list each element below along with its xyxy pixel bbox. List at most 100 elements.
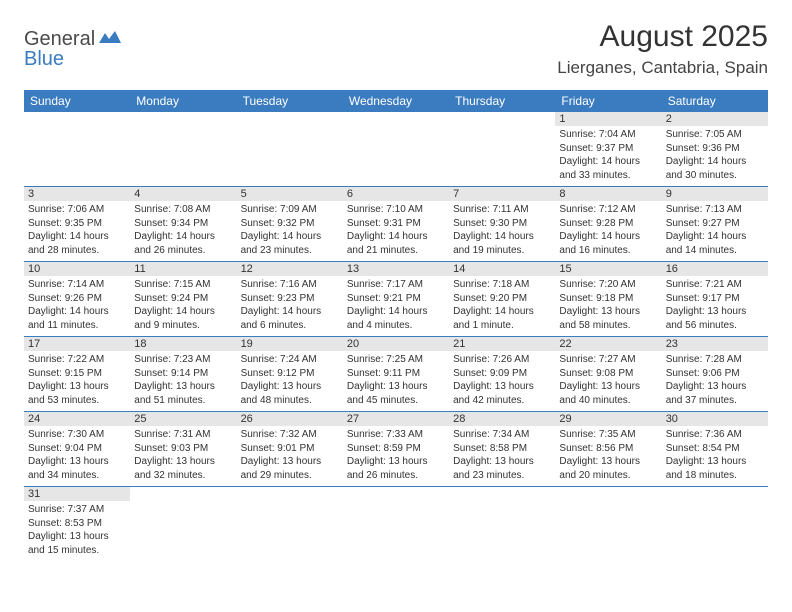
calendar-table: SundayMondayTuesdayWednesdayThursdayFrid… <box>24 90 768 561</box>
sunrise-text: Sunrise: 7:28 AM <box>666 353 764 367</box>
daylight-text: Daylight: 13 hours and 23 minutes. <box>453 455 551 482</box>
daylight-text: Daylight: 13 hours and 48 minutes. <box>241 380 339 407</box>
logo-flag-icon <box>99 29 121 50</box>
day-number: 28 <box>449 412 555 426</box>
sunset-text: Sunset: 9:04 PM <box>28 442 126 456</box>
sunset-text: Sunset: 9:37 PM <box>559 142 657 156</box>
weekday-header: Tuesday <box>237 90 343 112</box>
calendar-cell <box>449 487 555 562</box>
sunrise-text: Sunrise: 7:06 AM <box>28 203 126 217</box>
location-text: Lierganes, Cantabria, Spain <box>557 58 768 78</box>
day-number: 16 <box>662 262 768 276</box>
sunrise-text: Sunrise: 7:35 AM <box>559 428 657 442</box>
day-number: 19 <box>237 337 343 351</box>
day-number: 22 <box>555 337 661 351</box>
sunrise-text: Sunrise: 7:37 AM <box>28 503 126 517</box>
day-number: 27 <box>343 412 449 426</box>
sunrise-text: Sunrise: 7:27 AM <box>559 353 657 367</box>
logo: General <box>24 20 123 51</box>
daylight-text: Daylight: 14 hours and 9 minutes. <box>134 305 232 332</box>
day-number: 8 <box>555 187 661 201</box>
day-details: Sunrise: 7:27 AMSunset: 9:08 PMDaylight:… <box>559 353 657 407</box>
calendar-cell: 29 Sunrise: 7:35 AMSunset: 8:56 PMDayligh… <box>555 412 661 487</box>
day-details: Sunrise: 7:36 AMSunset: 8:54 PMDaylight:… <box>666 428 764 482</box>
sunrise-text: Sunrise: 7:32 AM <box>241 428 339 442</box>
day-details: Sunrise: 7:21 AMSunset: 9:17 PMDaylight:… <box>666 278 764 332</box>
calendar-cell <box>130 112 236 187</box>
sunrise-text: Sunrise: 7:20 AM <box>559 278 657 292</box>
day-details: Sunrise: 7:09 AMSunset: 9:32 PMDaylight:… <box>241 203 339 257</box>
sunrise-text: Sunrise: 7:23 AM <box>134 353 232 367</box>
day-number: 13 <box>343 262 449 276</box>
daylight-text: Daylight: 13 hours and 51 minutes. <box>134 380 232 407</box>
day-details: Sunrise: 7:23 AMSunset: 9:14 PMDaylight:… <box>134 353 232 407</box>
sunrise-text: Sunrise: 7:04 AM <box>559 128 657 142</box>
day-details: Sunrise: 7:24 AMSunset: 9:12 PMDaylight:… <box>241 353 339 407</box>
daylight-text: Daylight: 14 hours and 6 minutes. <box>241 305 339 332</box>
day-number: 9 <box>662 187 768 201</box>
day-details: Sunrise: 7:08 AMSunset: 9:34 PMDaylight:… <box>134 203 232 257</box>
day-details: Sunrise: 7:13 AMSunset: 9:27 PMDaylight:… <box>666 203 764 257</box>
calendar-cell <box>24 112 130 187</box>
month-title: August 2025 <box>557 20 768 54</box>
calendar-cell: 27Sunrise: 7:33 AMSunset: 8:59 PMDayligh… <box>343 412 449 487</box>
weekday-header: Friday <box>555 90 661 112</box>
calendar-cell <box>662 487 768 562</box>
sunrise-text: Sunrise: 7:14 AM <box>28 278 126 292</box>
sunset-text: Sunset: 9:08 PM <box>559 367 657 381</box>
sunrise-text: Sunrise: 7:05 AM <box>666 128 764 142</box>
day-number: 26 <box>237 412 343 426</box>
calendar-cell: 6Sunrise: 7:10 AMSunset: 9:31 PMDaylight… <box>343 187 449 262</box>
sunset-text: Sunset: 9:30 PM <box>453 217 551 231</box>
calendar-cell: 31Sunrise: 7:37 AMSunset: 8:53 PMDayligh… <box>24 487 130 562</box>
calendar-cell: 20Sunrise: 7:25 AMSunset: 9:11 PMDayligh… <box>343 337 449 412</box>
day-details: Sunrise: 7:04 AMSunset: 9:37 PMDaylight:… <box>559 128 657 182</box>
day-number: 12 <box>237 262 343 276</box>
sunrise-text: Sunrise: 7:24 AM <box>241 353 339 367</box>
day-details: Sunrise: 7:06 AMSunset: 9:35 PMDaylight:… <box>28 203 126 257</box>
day-number: 29 <box>555 412 661 426</box>
sunset-text: Sunset: 9:27 PM <box>666 217 764 231</box>
day-number: 18 <box>130 337 236 351</box>
day-number: 11 <box>130 262 236 276</box>
sunrise-text: Sunrise: 7:18 AM <box>453 278 551 292</box>
sunrise-text: Sunrise: 7:09 AM <box>241 203 339 217</box>
calendar-cell: 9 Sunrise: 7:13 AMSunset: 9:27 PMDaylight… <box>662 187 768 262</box>
day-details: Sunrise: 7:26 AMSunset: 9:09 PMDaylight:… <box>453 353 551 407</box>
day-details: Sunrise: 7:35 AMSunset: 8:56 PMDaylight:… <box>559 428 657 482</box>
sunrise-text: Sunrise: 7:13 AM <box>666 203 764 217</box>
sunset-text: Sunset: 9:11 PM <box>347 367 445 381</box>
sunrise-text: Sunrise: 7:17 AM <box>347 278 445 292</box>
day-details: Sunrise: 7:12 AMSunset: 9:28 PMDaylight:… <box>559 203 657 257</box>
day-number: 30 <box>662 412 768 426</box>
weekday-header: Thursday <box>449 90 555 112</box>
day-number: 14 <box>449 262 555 276</box>
day-details: Sunrise: 7:25 AMSunset: 9:11 PMDaylight:… <box>347 353 445 407</box>
daylight-text: Daylight: 14 hours and 16 minutes. <box>559 230 657 257</box>
sunrise-text: Sunrise: 7:26 AM <box>453 353 551 367</box>
sunrise-text: Sunrise: 7:10 AM <box>347 203 445 217</box>
sunset-text: Sunset: 9:03 PM <box>134 442 232 456</box>
sunrise-text: Sunrise: 7:08 AM <box>134 203 232 217</box>
day-number: 17 <box>24 337 130 351</box>
daylight-text: Daylight: 14 hours and 14 minutes. <box>666 230 764 257</box>
sunset-text: Sunset: 9:26 PM <box>28 292 126 306</box>
sunset-text: Sunset: 8:54 PM <box>666 442 764 456</box>
header: General August 2025 Lierganes, Cantabria… <box>24 20 768 78</box>
calendar-cell: 30 Sunrise: 7:36 AMSunset: 8:54 PMDayligh… <box>662 412 768 487</box>
logo-text-blue: Blue <box>24 48 64 70</box>
daylight-text: Daylight: 14 hours and 33 minutes. <box>559 155 657 182</box>
daylight-text: Daylight: 13 hours and 37 minutes. <box>666 380 764 407</box>
day-details: Sunrise: 7:32 AMSunset: 9:01 PMDaylight:… <box>241 428 339 482</box>
sunset-text: Sunset: 9:15 PM <box>28 367 126 381</box>
daylight-text: Daylight: 14 hours and 4 minutes. <box>347 305 445 332</box>
calendar-cell: 3Sunrise: 7:06 AMSunset: 9:35 PMDaylight… <box>24 187 130 262</box>
day-number: 7 <box>449 187 555 201</box>
calendar-cell: 14Sunrise: 7:18 AMSunset: 9:20 PMDayligh… <box>449 262 555 337</box>
daylight-text: Daylight: 13 hours and 45 minutes. <box>347 380 445 407</box>
day-number: 4 <box>130 187 236 201</box>
title-block: August 2025 Lierganes, Cantabria, Spain <box>557 20 768 78</box>
calendar-cell: 28Sunrise: 7:34 AMSunset: 8:58 PMDayligh… <box>449 412 555 487</box>
calendar-cell: 5Sunrise: 7:09 AMSunset: 9:32 PMDaylight… <box>237 187 343 262</box>
day-details: Sunrise: 7:31 AMSunset: 9:03 PMDaylight:… <box>134 428 232 482</box>
